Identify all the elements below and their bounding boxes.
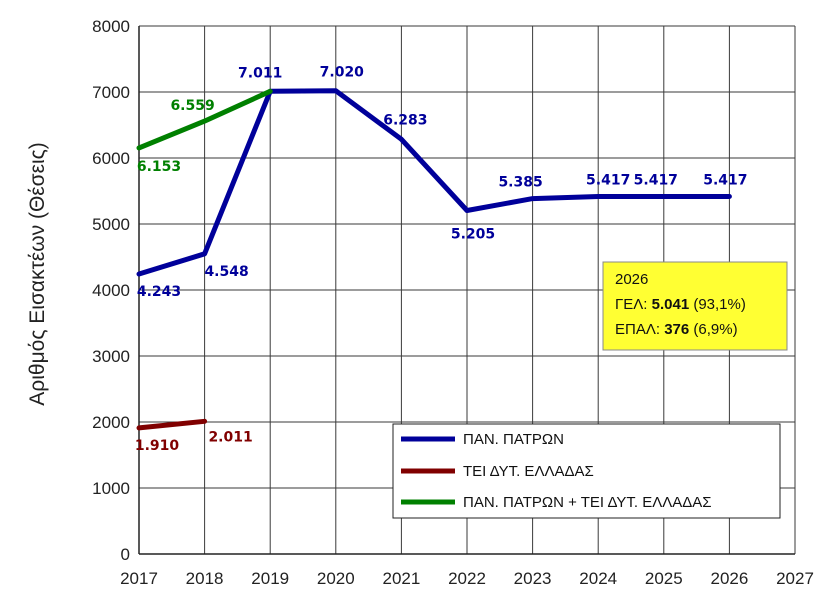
series-line-pan-patron <box>136 88 732 277</box>
y-tick-label: 5000 <box>92 215 130 234</box>
x-tick-label: 2023 <box>514 569 552 588</box>
y-tick-label: 8000 <box>92 17 130 36</box>
y-tick-label: 0 <box>121 545 130 564</box>
data-label: 6.283 <box>383 112 427 128</box>
y-tick-label: 2000 <box>92 413 130 432</box>
data-label: 4.548 <box>204 264 248 280</box>
series-lines <box>136 88 732 431</box>
x-tick-label: 2018 <box>186 569 224 588</box>
y-tick-label: 4000 <box>92 281 130 300</box>
y-tick-label: 3000 <box>92 347 130 366</box>
x-tick-label: 2027 <box>776 569 814 588</box>
axes: 2017 2018 2019 2020 2021 2022 2023 2024 2025 2026… <box>92 17 814 588</box>
y-tick-label: 6000 <box>92 149 130 168</box>
data-label: 5.417 <box>703 172 747 188</box>
data-label: 4.243 <box>137 284 181 300</box>
x-tick-label: 2026 <box>710 569 748 588</box>
legend: ΠΑΝ. ΠΑΤΡΩΝ ΤΕΙ ΔΥΤ. ΕΛΛΑΔΑΣ ΠΑΝ. ΠΑΤΡΩΝ… <box>392 423 781 519</box>
data-label: 7.020 <box>320 65 365 81</box>
data-label: 1.910 <box>135 438 180 454</box>
x-tick-label: 2024 <box>579 569 617 588</box>
data-label: 6.559 <box>170 98 214 114</box>
x-tick-label: 2020 <box>317 569 355 588</box>
x-tick-label: 2025 <box>645 569 683 588</box>
data-label: 2.011 <box>208 429 252 445</box>
data-label: 5.205 <box>451 226 495 242</box>
y-tick-label: 7000 <box>92 83 130 102</box>
x-tick-label: 2017 <box>120 569 158 588</box>
data-label: 5.417 <box>634 172 678 188</box>
annotation-year: 2026 <box>615 271 648 288</box>
data-label: 6.153 <box>137 159 181 175</box>
x-tick-label: 2019 <box>251 569 289 588</box>
x-tick-label: 2021 <box>382 569 420 588</box>
data-label: 7.011 <box>238 65 282 81</box>
series-line-tei <box>136 418 208 431</box>
data-labels: 4.243 4.548 7.011 7.020 6.283 5.205 5.385 5.417… <box>135 65 748 454</box>
annotation-epal: ΕΠΑΛ: 376 (6,9%) <box>615 321 738 338</box>
series-line-combined <box>136 88 273 151</box>
data-label: 5.385 <box>498 175 542 191</box>
legend-label-pan-patron: ΠΑΝ. ΠΑΤΡΩΝ <box>463 431 564 448</box>
legend-item-combined: ΠΑΝ. ΠΑΤΡΩΝ + ΤΕΙ ΔΥΤ. ΕΛΛΑΔΑΣ <box>401 494 712 511</box>
y-tick-label: 1000 <box>92 479 130 498</box>
annotation-gel: ΓΕΛ: 5.041 (93,1%) <box>615 296 746 313</box>
legend-item-tei: ΤΕΙ ΔΥΤ. ΕΛΛΑΔΑΣ <box>401 463 594 480</box>
legend-item-pan-patron: ΠΑΝ. ΠΑΤΡΩΝ <box>401 431 564 448</box>
annotation-box: 2026 ΓΕΛ: 5.041 (93,1%) ΕΠΑΛ: 376 (6,9%) <box>602 261 788 351</box>
legend-label-combined: ΠΑΝ. ΠΑΤΡΩΝ + ΤΕΙ ΔΥΤ. ΕΛΛΑΔΑΣ <box>463 494 712 511</box>
data-label: 5.417 <box>586 172 630 188</box>
legend-label-tei: ΤΕΙ ΔΥΤ. ΕΛΛΑΔΑΣ <box>463 463 594 480</box>
x-tick-label: 2022 <box>448 569 486 588</box>
y-axis-title: Αριθμός Εισακτέων (Θέσεις) <box>26 142 49 405</box>
